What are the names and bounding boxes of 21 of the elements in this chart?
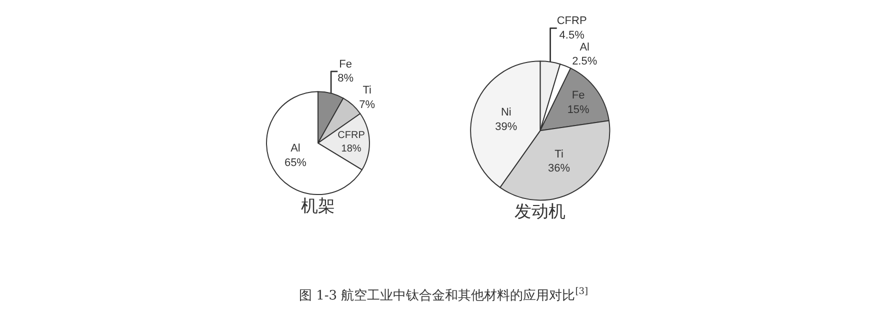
data-label: 2.5% [572,56,598,68]
data-label: 36% [548,162,570,175]
slice-label: Fe [572,90,585,102]
data-label: 15% [567,104,590,116]
slice-label: Ti [554,148,564,160]
data-label: 39% [495,121,518,134]
text: 机架 [300,196,335,217]
data-label: 8% [338,72,354,85]
slice-label: Al [290,142,300,155]
text: 发动机 [514,202,566,222]
caption: 图 1-3 航空工业中钛合金和其他材料的应用对比$^{[3]}$ [299,287,588,304]
data-label: 7% [359,98,376,111]
slice-label: CFRP [556,15,587,28]
slice-label: Ti [362,84,372,97]
slice-label: Ni [500,106,512,119]
data-label: 18% [341,143,362,154]
slice-label: Al [580,41,590,54]
data-label: 4.5% [559,29,585,42]
data-label: 65% [284,156,307,169]
slice-label: CFRP [338,130,366,142]
slice-label: Fe [339,58,352,70]
